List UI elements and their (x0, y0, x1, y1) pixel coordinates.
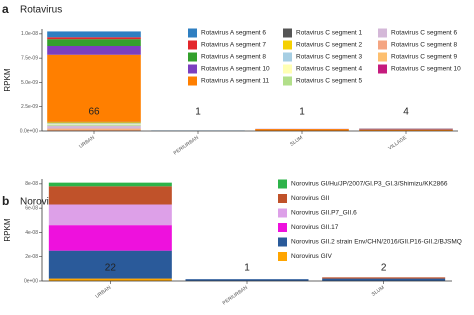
bar-count-label: 22 (105, 263, 117, 274)
panel-label: a (2, 2, 9, 16)
bar-count-label: 4 (403, 107, 409, 118)
bar-segment (47, 124, 141, 126)
bar-segment (47, 39, 141, 46)
bar-segment (47, 46, 141, 55)
bar-count-label: 1 (195, 107, 201, 118)
legend-label: Rotavirus A segment 7 (201, 42, 266, 49)
legend-swatch (188, 76, 197, 86)
x-tick-label: PERIURBAN (173, 135, 201, 157)
bar-segment (47, 54, 141, 122)
legend-label: Rotavirus C segment 8 (391, 42, 457, 49)
y-tick-label: 2e-08 (25, 254, 38, 260)
bar-segment (322, 277, 446, 279)
panel-title: Rotavirus (20, 5, 62, 16)
y-tick-label: 1.0e-08 (21, 31, 38, 37)
bar-segment (47, 129, 141, 131)
legend-label: Rotavirus A segment 8 (201, 54, 266, 61)
legend-label: Norovirus GII.P7_GII.6 (291, 210, 357, 217)
legend-swatch (188, 64, 197, 74)
legend-label: Rotavirus C segment 9 (391, 54, 457, 61)
legend-swatch (188, 40, 197, 50)
legend-label: Norovirus GI/Hu/JP/2007/GI.P3_GI.3/Shimi… (291, 181, 448, 188)
bar-segment (48, 186, 172, 205)
y-tick-label: 4e-08 (25, 230, 38, 236)
bar-count-label: 1 (299, 107, 305, 118)
y-tick-label: 2.5e-09 (21, 104, 38, 110)
bar-segment (48, 225, 172, 251)
legend-swatch (278, 208, 287, 218)
y-tick-label: 5.0e-09 (21, 80, 38, 86)
bar-segment (48, 182, 172, 187)
y-axis-label: RPKM (3, 68, 12, 91)
legend-swatch (188, 28, 197, 38)
y-tick-label: 0.0e+00 (20, 128, 38, 134)
bar-segment (47, 123, 141, 125)
legend-label: Rotavirus C segment 5 (296, 78, 362, 85)
legend-swatch (378, 40, 387, 50)
bar-segment (185, 279, 309, 281)
legend-label: Rotavirus C segment 3 (296, 54, 362, 61)
bar-count-label: 66 (88, 107, 100, 118)
legend-swatch (283, 64, 292, 74)
x-tick-label: VILLAGE (387, 134, 408, 151)
x-tick-label: URBAN (78, 135, 96, 150)
legend-swatch (188, 52, 197, 62)
legend-label: Norovirus GII (291, 195, 329, 202)
bar-segment (47, 31, 141, 38)
legend-label: Rotavirus A segment 11 (201, 78, 270, 85)
legend-label: Norovirus GII.17 (291, 224, 339, 231)
legend-swatch (283, 76, 292, 86)
bar-segment (48, 278, 172, 281)
legend-swatch (278, 237, 287, 247)
panel-label: b (2, 194, 9, 208)
bar-segment (47, 125, 141, 129)
y-tick-label: 8e-08 (25, 181, 38, 187)
bar-segment (48, 250, 172, 279)
bar-segment (47, 37, 141, 40)
x-tick-label: PERIURBAN (222, 285, 250, 307)
legend-label: Rotavirus C segment 6 (391, 30, 457, 37)
y-axis-label: RPKM (3, 218, 12, 241)
legend-swatch (378, 52, 387, 62)
legend-swatch (278, 179, 287, 189)
legend-swatch (278, 252, 287, 261)
legend-swatch (283, 40, 292, 50)
bar-segment (359, 129, 453, 131)
legend-label: Rotavirus C segment 1 (296, 30, 362, 37)
x-tick-label: URBAN (94, 285, 112, 300)
legend-swatch (278, 194, 287, 203)
legend-label: Rotavirus A segment 10 (201, 66, 270, 73)
legend-label: Rotavirus A segment 6 (201, 30, 266, 37)
legend-swatch (378, 64, 387, 74)
x-tick-label: SLUM (371, 285, 386, 298)
legend-label: Rotavirus C segment 2 (296, 42, 362, 49)
bar-count-label: 1 (244, 263, 250, 274)
bar-segment (48, 204, 172, 226)
y-tick-label: 6e-08 (25, 205, 38, 211)
legend-swatch (283, 52, 292, 62)
y-tick-label: 0e+00 (24, 278, 38, 284)
bar-segment (47, 128, 141, 130)
legend-label: Norovirus GIV (291, 253, 332, 260)
bar-segment (47, 122, 141, 124)
legend-label: Norovirus GII.2 strain Env/CHN/2016/GII.… (291, 239, 462, 246)
legend-swatch (378, 28, 387, 38)
panel-title: Norovirus (20, 197, 63, 208)
y-tick-label: 7.5e-09 (21, 55, 38, 61)
x-tick-label: SLUM (289, 135, 304, 148)
bar-segment (255, 129, 349, 131)
bar-segment (322, 278, 446, 281)
bar-count-label: 2 (381, 263, 387, 274)
legend-label: Rotavirus C segment 4 (296, 66, 362, 73)
legend-swatch (278, 223, 287, 232)
legend-swatch (283, 28, 292, 38)
legend-label: Rotavirus C segment 10 (391, 66, 461, 73)
